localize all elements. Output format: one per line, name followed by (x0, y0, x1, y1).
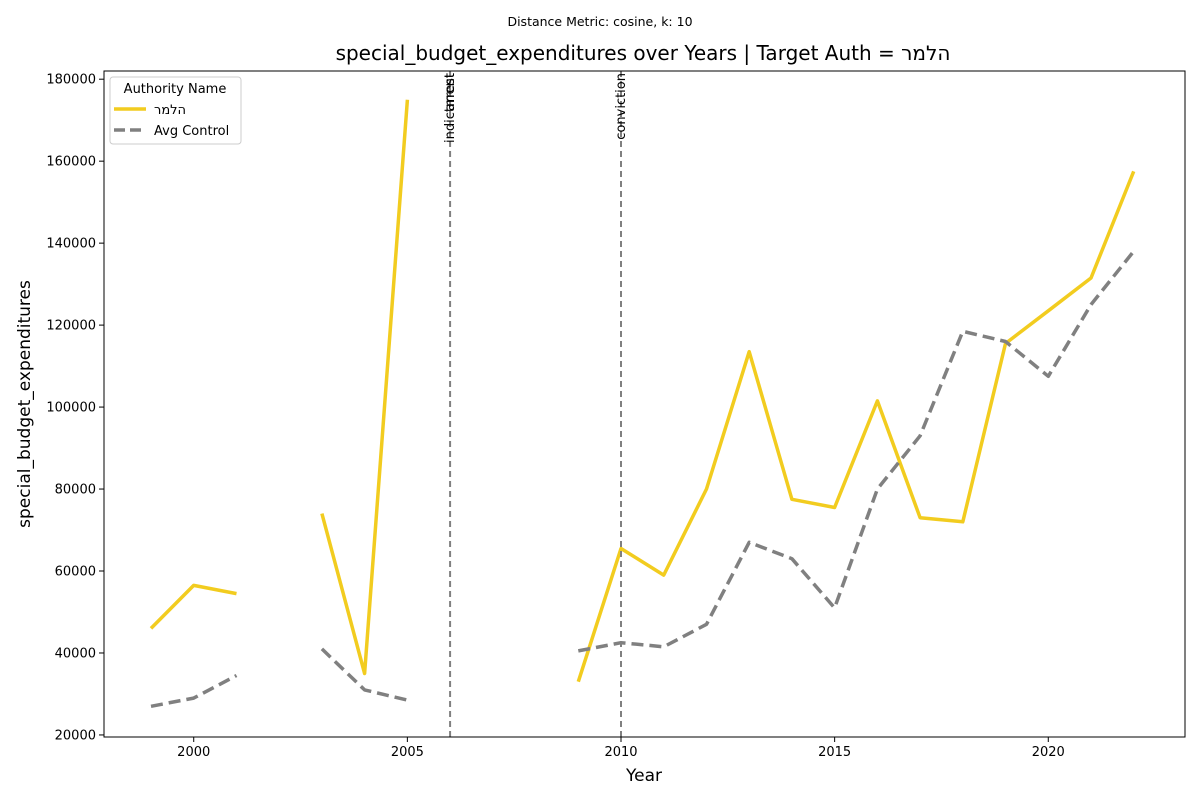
y-tick-label: 100000 (46, 401, 96, 416)
y-tick-label: 180000 (46, 73, 96, 88)
x-tick-label: 2015 (818, 745, 851, 760)
y-tick-label: 40000 (55, 646, 96, 661)
event-label: arrest (443, 73, 458, 111)
legend: Authority Name הלמר Avg Control (109, 76, 242, 145)
x-axis: 2000 2005 2010 2015 2020 (177, 737, 1065, 760)
legend-title: Authority Name (124, 82, 227, 97)
legend-label: Avg Control (154, 124, 229, 139)
y-axis: 20000 40000 60000 80000 100000 120000 140000 16… (46, 73, 104, 743)
y-tick-label: 20000 (55, 728, 96, 743)
series-line-0-segment-0 (149, 583, 237, 630)
x-axis-label: Year (625, 766, 662, 786)
series-line-1-segment-1 (320, 647, 408, 702)
y-tick-label: 140000 (46, 237, 96, 252)
y-tick-label: 80000 (55, 483, 96, 498)
series-line-1-segment-0 (150, 673, 238, 709)
y-tick-label: 120000 (46, 319, 96, 334)
event-label: conviction (614, 73, 629, 140)
x-tick-label: 2005 (391, 745, 424, 760)
y-tick-label: 60000 (55, 565, 96, 580)
event-label: indictment (443, 73, 458, 143)
y-axis-label: special_budget_expenditures (15, 280, 35, 528)
chart-title: special_budget_expenditures over Years |… (336, 41, 951, 65)
x-tick-label: 2020 (1032, 745, 1065, 760)
x-tick-label: 2010 (604, 745, 637, 760)
plot-frame (103, 70, 1186, 738)
plot-lines (149, 99, 1136, 709)
series-line-0-segment-1 (320, 99, 410, 676)
legend-label: הלמר (154, 103, 186, 118)
series-line-1-segment-2 (577, 250, 1136, 653)
series-line-0-segment-2 (576, 170, 1136, 683)
legend-box (109, 76, 242, 145)
chart-suptitle: Distance Metric: cosine, k: 10 (507, 14, 692, 29)
x-tick-label: 2000 (177, 745, 210, 760)
y-tick-label: 160000 (46, 155, 96, 170)
